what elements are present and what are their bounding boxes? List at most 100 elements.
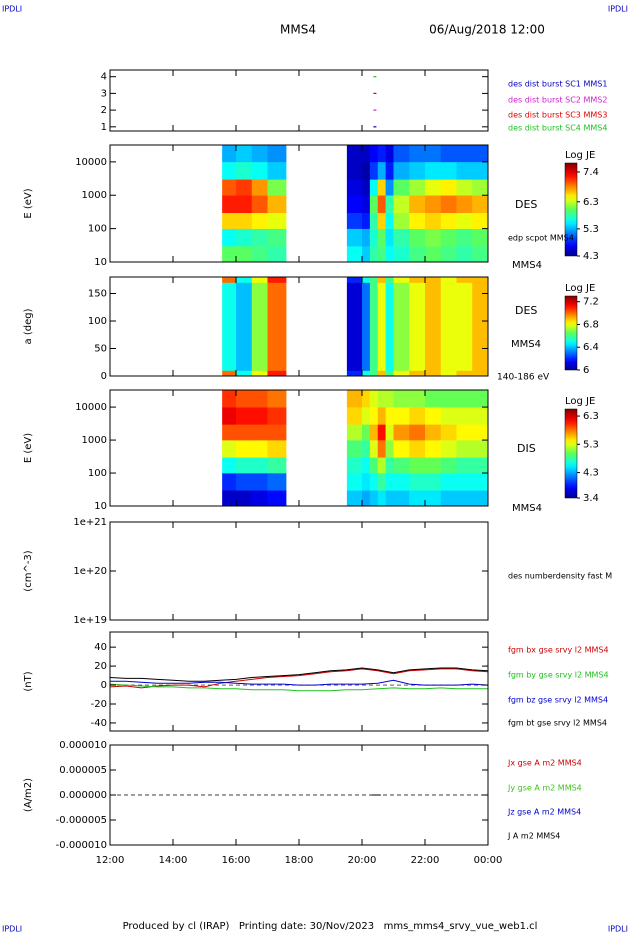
spectrogram-cell: [362, 277, 371, 283]
spectrogram-cell: [425, 212, 442, 229]
spectrogram-cell: [425, 277, 442, 283]
spectrogram-cell: [472, 212, 489, 229]
spectrogram-cell: [222, 282, 237, 371]
series-line: [110, 679, 489, 686]
spectrogram-cell: [385, 246, 394, 263]
spectrogram-cell: [369, 282, 379, 371]
panel-label: MMS4: [511, 339, 541, 350]
spectrogram-cell: [267, 195, 287, 213]
spectrogram-cell: [236, 424, 253, 441]
spectrogram-cell: [440, 277, 457, 283]
spectrogram-cell: [362, 370, 371, 377]
spectrogram-cell: [267, 473, 287, 491]
legend-entry: des dist burst SC1 MMS1: [508, 80, 607, 89]
spectrogram-cell: [362, 145, 371, 163]
y-tick-label: 0: [101, 371, 107, 382]
date-title: 06/Aug/2018 12:00: [429, 23, 545, 37]
spectrogram-cell: [425, 440, 442, 458]
spectrogram-cell: [393, 246, 410, 263]
spectrogram-cell: [377, 457, 386, 474]
spectrogram-cell: [236, 212, 253, 229]
spectrogram-cell: [385, 161, 394, 180]
spectrogram-cell: [472, 457, 489, 474]
y-tick-label: 0: [101, 680, 107, 691]
x-tick-label: 12:00: [96, 855, 125, 866]
y-axis-label: E (eV): [23, 433, 34, 463]
spectrogram-cell: [222, 407, 237, 425]
spectrogram-cell: [267, 282, 287, 371]
spectrogram-cell: [362, 246, 371, 263]
spectrogram-cell: [346, 407, 363, 425]
spectrogram-cell: [425, 473, 442, 491]
spectrogram-cell: [456, 228, 473, 247]
spectrogram-cell: [251, 161, 268, 180]
spectrogram-cell: [456, 179, 473, 196]
spectrogram-cell: [393, 161, 410, 180]
spectrogram-cell: [251, 424, 268, 441]
legend-entry: Jx gse A m2 MMS4: [507, 759, 582, 768]
spectrogram-cell: [362, 424, 371, 441]
spectrogram-cell: [409, 228, 426, 247]
spectrogram-cell: [456, 424, 473, 441]
y-tick-label: 1000: [82, 190, 107, 201]
series-line: [109, 667, 489, 682]
legend-entry: des dist burst SC4 MMS4: [508, 124, 607, 133]
spectrogram-cell: [346, 277, 363, 283]
spectrogram-cell: [409, 390, 426, 408]
spectrogram-cell: [393, 212, 410, 229]
spectrogram-cell: [472, 145, 489, 163]
legend-entry: Jz gse A m2 MMS4: [507, 808, 581, 817]
colorbar-label: Log JE: [565, 396, 595, 407]
legend-entry: fgm by gse srvy l2 MMS4: [508, 671, 609, 680]
x-tick-label: 00:00: [474, 855, 503, 866]
y-tick-label: 1e+20: [73, 566, 107, 577]
colorbar-label: Log JE: [565, 150, 595, 161]
spectrogram-cell: [456, 473, 473, 491]
spectrogram-cell: [267, 424, 287, 441]
spectrogram-cell: [425, 161, 442, 180]
spectrogram-cell: [346, 490, 363, 507]
spectrogram-cell: [377, 277, 386, 283]
spectrogram-cell: [472, 370, 489, 377]
spectrogram-cell: [362, 440, 371, 458]
spectrogram-cell: [472, 228, 489, 247]
y-tick-label: 20: [94, 661, 107, 672]
spectrogram-cell: [440, 212, 457, 229]
x-tick-label: 22:00: [411, 855, 440, 866]
panel-label: des numberdensity fast M: [508, 572, 612, 581]
spectrogram-cell: [369, 195, 379, 213]
spectrogram-cell: [251, 179, 268, 196]
x-tick-label: 20:00: [348, 855, 377, 866]
panel-frame: [109, 69, 489, 132]
spectrogram-cell: [456, 490, 473, 507]
spectrogram-cell: [393, 145, 410, 163]
spectrogram-cell: [393, 390, 410, 408]
spectrogram-cell: [369, 277, 379, 283]
spectrogram-cell: [369, 228, 379, 247]
spectrogram-cell: [267, 490, 287, 507]
spectrogram-cell: [222, 195, 237, 213]
spectrogram-cell: [393, 179, 410, 196]
corner-label: IPDLI: [608, 5, 628, 14]
spectrogram-cell: [267, 440, 287, 458]
spectrogram-cell: [369, 473, 379, 491]
corner-label: IPDLI: [2, 925, 22, 934]
spectrogram-cell: [472, 440, 489, 458]
spectrogram-cell: [472, 473, 489, 491]
spectrogram-cell: [377, 228, 386, 247]
spectrogram-cell: [440, 145, 457, 163]
spectrogram-cell: [472, 407, 489, 425]
spectrogram-cell: [425, 390, 442, 408]
legend-entry: fgm bt gse srvy l2 MMS4: [508, 719, 607, 728]
spectrogram-cell: [346, 161, 363, 180]
legend-entry: des dist burst SC2 MMS2: [508, 96, 607, 105]
spectrogram-cell: [393, 195, 410, 213]
spectrogram-cell: [369, 246, 379, 263]
spectrogram-cell: [472, 277, 489, 283]
spectrogram-cell: [222, 457, 237, 474]
spectrogram-cell: [440, 490, 457, 507]
y-tick-label: -0.000005: [56, 815, 107, 826]
spectrogram-cell: [369, 370, 379, 377]
spectrogram-cell: [456, 246, 473, 263]
spectrogram-cell: [236, 161, 253, 180]
